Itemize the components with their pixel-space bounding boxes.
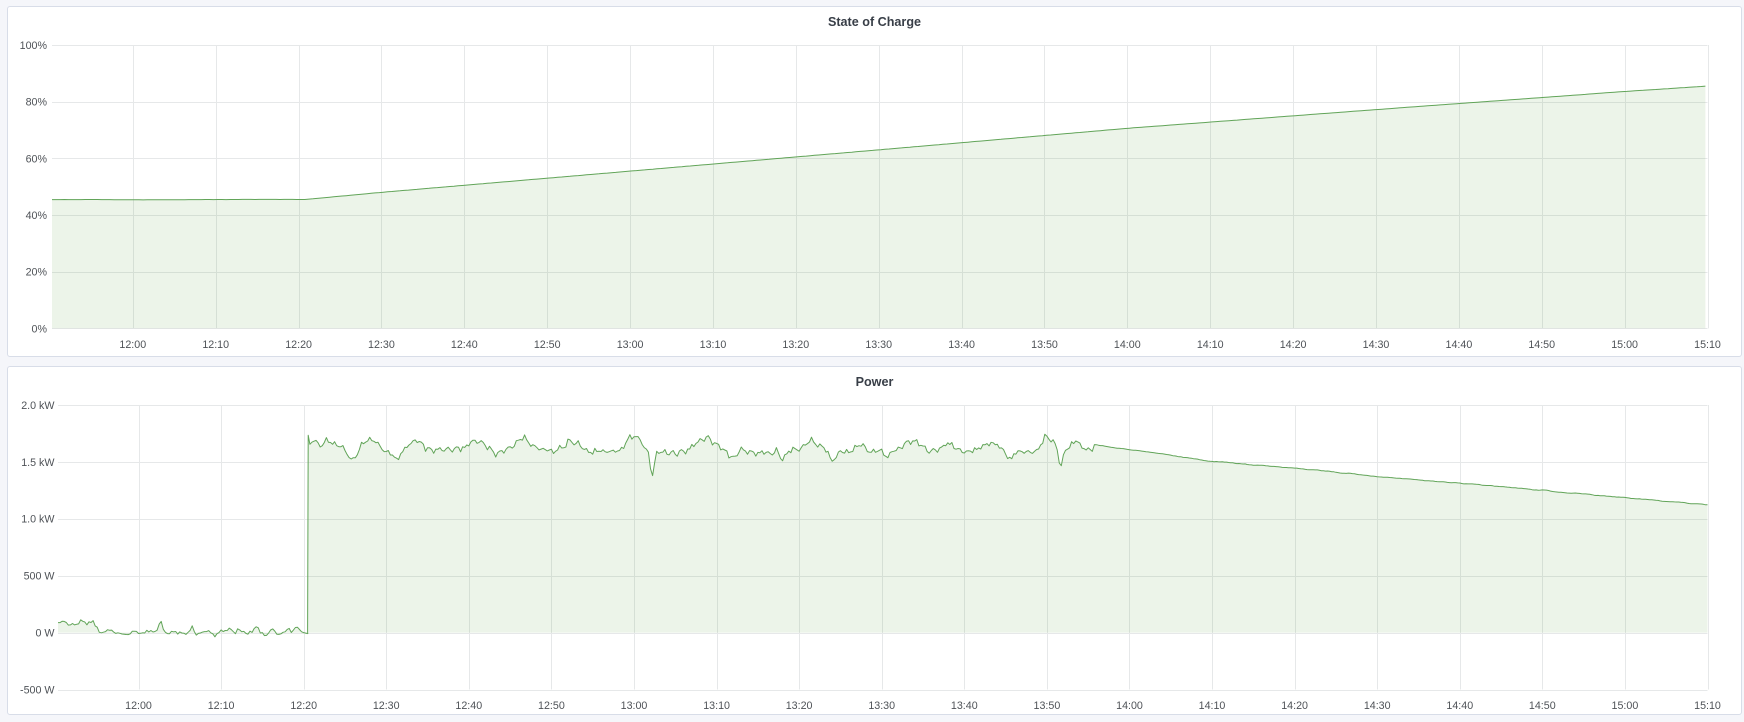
svg-text:80%: 80%	[26, 97, 48, 109]
svg-text:12:20: 12:20	[285, 339, 312, 351]
svg-text:12:40: 12:40	[455, 700, 482, 712]
svg-text:14:10: 14:10	[1199, 700, 1226, 712]
svg-text:12:00: 12:00	[125, 700, 152, 712]
svg-text:14:20: 14:20	[1281, 700, 1308, 712]
svg-text:12:50: 12:50	[534, 339, 561, 351]
svg-text:60%: 60%	[26, 153, 48, 165]
svg-text:13:30: 13:30	[865, 339, 892, 351]
svg-text:100%: 100%	[20, 40, 48, 52]
svg-text:14:30: 14:30	[1364, 700, 1391, 712]
svg-text:0%: 0%	[32, 323, 48, 335]
svg-text:2.0 kW: 2.0 kW	[21, 400, 55, 412]
svg-text:12:30: 12:30	[368, 339, 395, 351]
svg-text:12:00: 12:00	[119, 339, 146, 351]
svg-text:14:20: 14:20	[1280, 339, 1307, 351]
svg-text:13:50: 13:50	[1031, 339, 1058, 351]
svg-text:15:10: 15:10	[1694, 339, 1721, 351]
svg-text:1.0 kW: 1.0 kW	[21, 514, 55, 526]
svg-text:14:00: 14:00	[1114, 339, 1141, 351]
svg-text:500 W: 500 W	[24, 571, 56, 583]
svg-text:Power: Power	[856, 375, 894, 389]
svg-text:12:30: 12:30	[373, 700, 400, 712]
svg-text:13:20: 13:20	[782, 339, 809, 351]
svg-text:14:00: 14:00	[1116, 700, 1143, 712]
svg-text:12:10: 12:10	[208, 700, 235, 712]
svg-text:15:00: 15:00	[1612, 700, 1639, 712]
svg-text:1.5 kW: 1.5 kW	[21, 457, 55, 469]
svg-text:14:40: 14:40	[1446, 700, 1473, 712]
svg-text:14:50: 14:50	[1529, 700, 1556, 712]
svg-text:12:20: 12:20	[290, 700, 317, 712]
svg-text:13:10: 13:10	[700, 339, 727, 351]
svg-text:14:50: 14:50	[1528, 339, 1555, 351]
svg-text:12:50: 12:50	[538, 700, 565, 712]
svg-text:14:10: 14:10	[1197, 339, 1224, 351]
svg-text:13:00: 13:00	[617, 339, 644, 351]
svg-text:12:10: 12:10	[202, 339, 229, 351]
svg-text:40%: 40%	[26, 210, 48, 222]
svg-text:State of Charge: State of Charge	[828, 15, 921, 29]
svg-text:14:30: 14:30	[1363, 339, 1390, 351]
svg-text:20%: 20%	[26, 267, 48, 279]
svg-text:13:40: 13:40	[951, 700, 978, 712]
svg-text:14:40: 14:40	[1446, 339, 1473, 351]
svg-text:13:40: 13:40	[948, 339, 975, 351]
svg-text:-500 W: -500 W	[20, 684, 55, 696]
svg-text:13:20: 13:20	[786, 700, 813, 712]
svg-text:13:30: 13:30	[868, 700, 895, 712]
svg-text:13:00: 13:00	[621, 700, 648, 712]
svg-text:15:00: 15:00	[1611, 339, 1638, 351]
svg-text:13:50: 13:50	[1034, 700, 1061, 712]
svg-text:13:10: 13:10	[703, 700, 730, 712]
svg-text:0 W: 0 W	[35, 628, 55, 640]
svg-text:12:40: 12:40	[451, 339, 478, 351]
svg-text:15:10: 15:10	[1694, 700, 1721, 712]
